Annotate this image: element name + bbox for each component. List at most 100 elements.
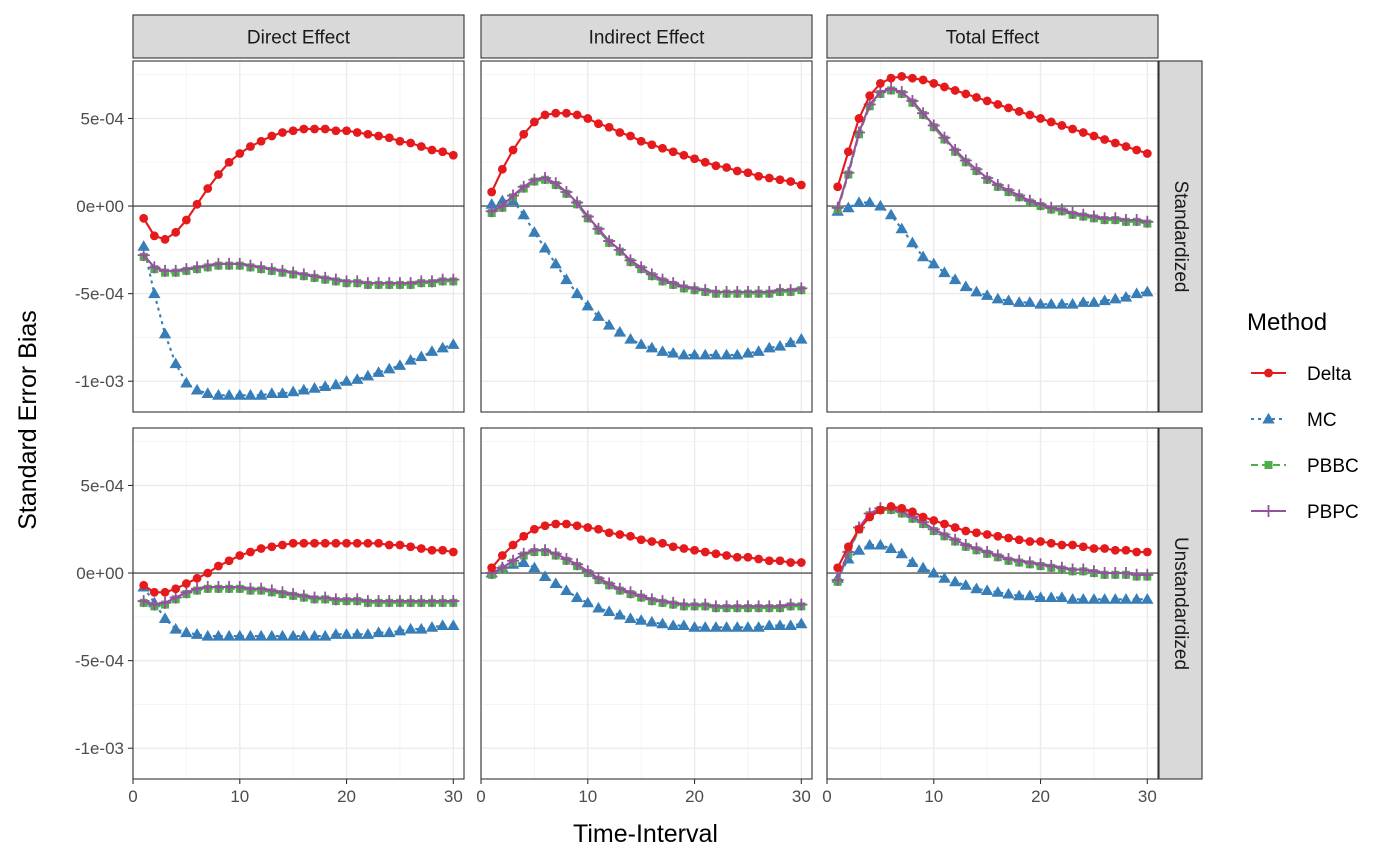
data-point-mc [1141, 285, 1154, 297]
data-point-delta [743, 552, 753, 562]
data-point-mc [1119, 593, 1133, 604]
data-point-delta [796, 180, 806, 190]
data-point-delta [487, 187, 497, 197]
data-point-delta [1121, 142, 1131, 151]
data-point-delta [940, 519, 949, 529]
data-point-mc [1012, 589, 1026, 601]
data-point-pbpc [635, 261, 648, 274]
data-point-delta [754, 554, 764, 564]
x-tick-label: 20 [1031, 787, 1050, 806]
series-delta [833, 502, 1152, 573]
data-point-mc [1034, 297, 1047, 309]
data-point-mc [340, 375, 353, 386]
data-point-mc [1077, 593, 1090, 604]
data-point-delta [374, 131, 383, 141]
data-point-pbpc [927, 119, 940, 132]
data-point-mc [773, 339, 787, 351]
data-point-mc [1002, 587, 1015, 599]
data-point-mc [1045, 297, 1058, 309]
data-point-pbpc [677, 598, 690, 611]
data-point-delta [775, 175, 785, 185]
data-point-delta [615, 530, 625, 539]
data-point-mc [688, 621, 701, 632]
data-point-pbpc [528, 544, 541, 557]
data-point-mc [528, 226, 541, 237]
data-point-pbpc [393, 595, 406, 608]
data-point-delta [246, 547, 255, 557]
data-point-mc [720, 348, 733, 360]
data-point-pbpc [276, 586, 289, 599]
data-point-delta [384, 540, 394, 550]
data-point-delta [1110, 545, 1120, 555]
data-point-delta [278, 128, 287, 137]
panel-border [480, 427, 813, 780]
data-point-mc [201, 387, 214, 398]
data-point-delta [961, 89, 971, 99]
data-point-pbpc [874, 86, 887, 99]
legend-key-marker-pbbc [1264, 461, 1273, 469]
data-point-pbpc [383, 277, 396, 290]
data-point-pbpc [949, 533, 962, 546]
data-point-mc [645, 341, 659, 353]
data-point-pbpc [1055, 203, 1068, 216]
panel-unstandardized-direct-effect [132, 427, 465, 780]
data-point-mc [528, 561, 541, 573]
data-point-mc [560, 273, 573, 285]
data-point-delta [1036, 114, 1045, 123]
strip-unstandardized: Unstandardized [1158, 427, 1203, 780]
data-point-delta [786, 558, 796, 567]
data-point-delta [508, 145, 518, 155]
data-point-delta [604, 122, 614, 132]
data-point-delta [1057, 540, 1067, 550]
data-point-mc [1077, 296, 1090, 307]
data-point-delta [235, 551, 245, 560]
data-point-mc [938, 572, 951, 583]
data-point-mc [852, 544, 866, 555]
data-point-mc [1034, 591, 1047, 603]
series-pbpc [831, 82, 1154, 228]
strip-direct-effect: Direct Effect [132, 14, 465, 59]
legend-key-marker-delta [1264, 368, 1273, 378]
data-point-mc [927, 566, 940, 578]
data-point-delta [487, 563, 497, 573]
data-point-delta [562, 519, 571, 529]
data-point-mc [340, 628, 353, 639]
data-point-delta [224, 556, 234, 566]
data-point-delta [647, 140, 657, 150]
data-point-delta [540, 521, 550, 531]
data-point-delta [288, 538, 298, 548]
data-point-mc [436, 619, 449, 631]
data-point-pbpc [539, 544, 552, 557]
data-point-mc [190, 383, 204, 395]
data-point-pbpc [699, 284, 712, 297]
panel-border [132, 427, 465, 780]
data-point-delta [594, 119, 603, 129]
data-point-delta [626, 531, 635, 541]
data-point-pbpc [906, 94, 919, 107]
data-point-mc [991, 586, 1005, 597]
strip-total-effect: Total Effect [826, 14, 1159, 59]
data-point-delta [1142, 547, 1152, 557]
data-point-delta [679, 150, 689, 160]
data-point-mc [517, 208, 530, 220]
legend-title: Method [1247, 309, 1327, 336]
data-point-delta [256, 136, 266, 146]
data-point-pbpc [191, 261, 204, 274]
data-point-mc [927, 257, 940, 269]
data-point-mc [351, 373, 364, 384]
data-point-pbpc [447, 595, 460, 608]
data-point-pbpc [1109, 567, 1122, 580]
data-point-pbpc [415, 595, 428, 608]
data-point-pbpc [885, 82, 898, 95]
data-point-delta [950, 523, 960, 532]
data-point-delta [352, 538, 362, 548]
data-point-pbpc [180, 586, 193, 599]
data-point-pbpc [970, 163, 983, 176]
data-point-pbpc [571, 558, 584, 571]
data-point-delta [497, 164, 507, 174]
data-point-delta [982, 530, 992, 539]
data-point-pbpc [212, 257, 225, 270]
data-point-mc [741, 621, 755, 632]
data-point-pbpc [656, 595, 669, 608]
data-point-pbpc [763, 285, 776, 298]
